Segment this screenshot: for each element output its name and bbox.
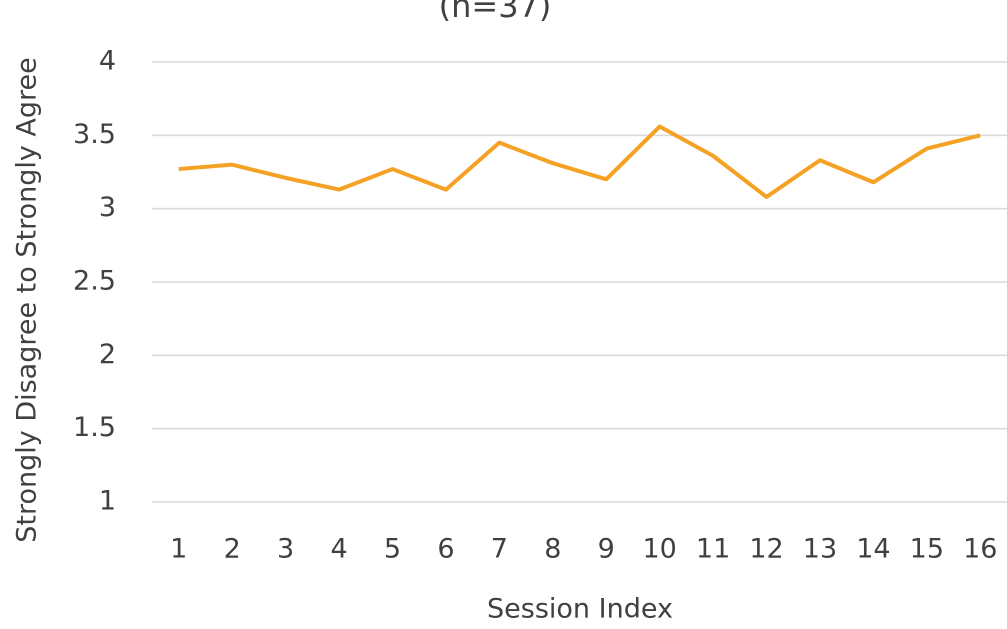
- x-tick-label: 15: [910, 534, 944, 565]
- x-tick-label: 11: [696, 534, 730, 565]
- x-tick-label: 1: [170, 534, 187, 565]
- chart-title: (n=37): [439, 0, 552, 25]
- y-axis-label: Strongly Disagree to Strongly Agree: [12, 57, 43, 543]
- x-tick-label: 7: [491, 534, 508, 565]
- x-tick-label: 2: [224, 534, 241, 565]
- x-tick-label: 9: [598, 534, 615, 565]
- y-tick-label: 2.5: [73, 266, 116, 297]
- y-tick-label: 4: [99, 46, 116, 77]
- x-tick-label: 6: [437, 534, 454, 565]
- x-tick-label: 10: [642, 534, 676, 565]
- x-tick-label: 13: [803, 534, 837, 565]
- x-axis-label: Session Index: [487, 594, 673, 625]
- y-tick-label: 2: [99, 339, 116, 370]
- x-tick-label: 14: [856, 534, 890, 565]
- x-tick-label: 4: [330, 534, 347, 565]
- x-tick-label: 5: [384, 534, 401, 565]
- x-tick-label: 8: [544, 534, 561, 565]
- y-tick-label: 3: [99, 192, 116, 223]
- y-tick-label: 1.5: [73, 412, 116, 443]
- x-tick-label: 3: [277, 534, 294, 565]
- y-tick-label: 3.5: [73, 119, 116, 150]
- data-line: [178, 124, 981, 199]
- x-tick-label: 12: [749, 534, 783, 565]
- y-tick-label: 1: [99, 486, 116, 517]
- x-tick-label: 16: [963, 534, 997, 565]
